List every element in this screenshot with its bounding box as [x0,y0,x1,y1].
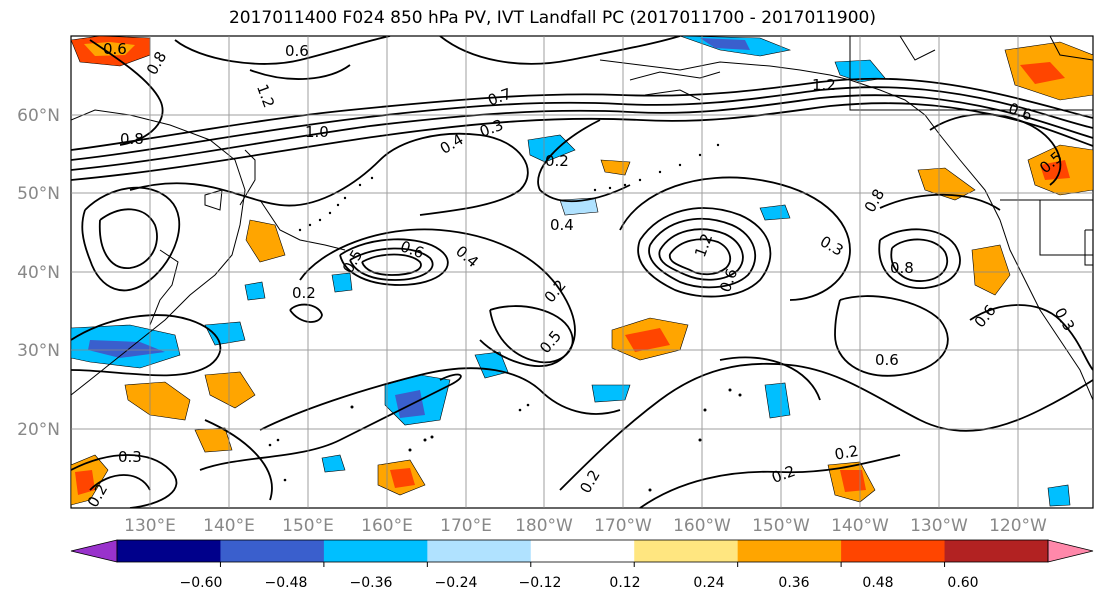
colorbar-segment [220,540,325,562]
lon-label: 170°E [440,516,492,536]
longitude-labels: 130°E 140°E 150°E 160°E 170°E 180°W 170°… [124,516,1047,536]
island-chains [268,143,742,492]
lon-label: 120°W [989,516,1047,536]
lon-label: 180°W [515,516,573,536]
colorbar-tick-labels: −0.60 −0.48 −0.36 −0.24 −0.12 0.12 0.24 … [180,575,979,591]
colorbar-segment [841,540,946,562]
colorbar-tick-label: 0.60 [947,575,978,591]
colorbar-tick-label: 0.48 [862,575,893,591]
graticule [71,36,1093,508]
lon-label: 160°E [361,516,413,536]
colorbar-segment [944,540,1049,562]
lat-label: 20°N [17,420,60,440]
colorbar-extend-low [70,539,118,563]
contour-label: 0.6 [285,42,309,60]
lon-label: 150°E [282,516,334,536]
lat-label: 50°N [17,184,60,204]
colorbar-segment [634,540,739,562]
colorbar-segment [737,540,842,562]
colorbar-extend-high [1047,539,1094,563]
contour-label: 0.2 [292,284,316,302]
contour-label: 0.2 [833,442,860,464]
contour-label: 0.8 [120,130,144,148]
colorbar [70,539,1094,567]
colorbar-tick-label: 0.24 [693,575,724,591]
lon-label: 170°W [594,516,652,536]
contour-label: 1.0 [305,123,329,141]
colorbar-segment [323,540,428,562]
lon-label: 160°W [673,516,731,536]
colorbar-tick-label: −0.60 [180,575,223,591]
contour-label: 0.4 [550,216,574,234]
lon-label: 140°E [203,516,255,536]
colorbar-tick-label: −0.48 [265,575,308,591]
colorbar-tick-label: −0.36 [350,575,393,591]
colorbar-outline [116,539,1049,563]
contour-label: 0.6 [103,40,127,58]
coastlines [71,36,1093,401]
map-title: 2017011400 F024 850 hPa PV, IVT Landfall… [228,8,876,28]
colorbar-segment [427,540,532,562]
lon-label: 130°E [124,516,176,536]
lat-label: 30°N [17,341,60,361]
contour-label: 0.8 [890,259,914,277]
colorbar-tick-label: −0.24 [435,575,478,591]
lon-label: 140°W [831,516,889,536]
colorbar-tick-label: 0.36 [778,575,809,591]
lon-label: 130°W [910,516,968,536]
colorbar-tick-label: 0.12 [609,575,640,591]
colorbar-segment [530,540,635,562]
lat-label: 60°N [17,106,60,126]
pv-contours [71,36,1093,508]
lat-label: 40°N [17,263,60,283]
latitude-labels: 60°N 50°N 40°N 30°N 20°N [17,106,60,440]
lon-label: 150°W [752,516,810,536]
colorbar-segment [117,540,221,562]
contour-label: 0.6 [875,351,899,369]
contour-label: 0.2 [545,152,569,170]
contour-label: 1.2 [812,76,836,94]
colorbar-tick-label: −0.12 [519,575,562,591]
pv-anomaly-fills [71,36,1093,507]
contour-label: 0.3 [118,448,142,466]
